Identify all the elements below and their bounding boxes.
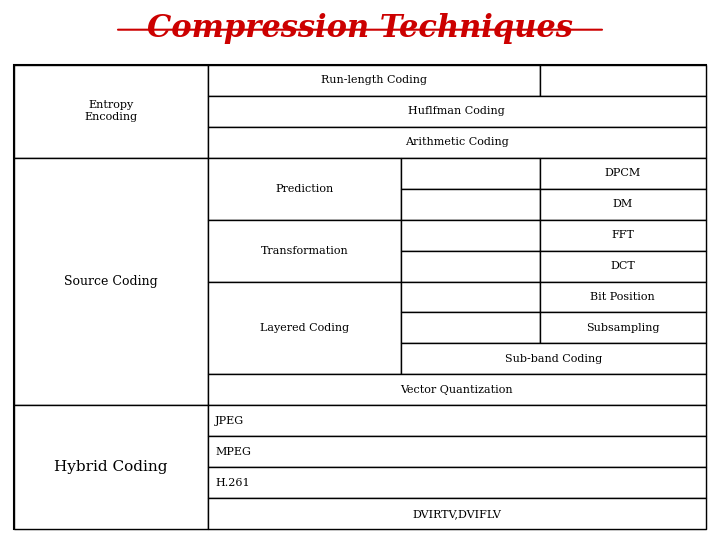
Bar xyxy=(540,65,706,96)
Text: Bit Position: Bit Position xyxy=(590,292,655,302)
Bar xyxy=(540,251,706,281)
Text: Sub-band Coding: Sub-band Coding xyxy=(505,354,602,364)
Text: MPEG: MPEG xyxy=(215,447,251,457)
Text: Arithmetic Coding: Arithmetic Coding xyxy=(405,137,508,147)
Bar xyxy=(208,436,706,467)
Bar xyxy=(540,188,706,220)
Text: H.261: H.261 xyxy=(215,478,250,488)
Bar xyxy=(540,281,706,313)
Bar xyxy=(208,65,540,96)
Text: Prediction: Prediction xyxy=(276,184,334,194)
Text: Subsampling: Subsampling xyxy=(586,323,660,333)
Bar xyxy=(540,158,706,188)
Text: Huflfman Coding: Huflfman Coding xyxy=(408,106,505,116)
Bar xyxy=(208,96,706,127)
Bar xyxy=(402,188,540,220)
Bar xyxy=(540,220,706,251)
Bar xyxy=(14,406,208,529)
Text: Entropy
Encoding: Entropy Encoding xyxy=(85,100,138,122)
Text: DCT: DCT xyxy=(611,261,635,271)
Bar xyxy=(208,374,706,406)
Text: JPEG: JPEG xyxy=(215,416,244,426)
Bar xyxy=(540,313,706,343)
Bar xyxy=(208,158,402,220)
Bar xyxy=(208,498,706,529)
Text: Vector Quantization: Vector Quantization xyxy=(400,385,513,395)
Bar xyxy=(208,281,402,374)
Text: DM: DM xyxy=(613,199,633,209)
Bar xyxy=(402,220,540,251)
Text: Hybrid Coding: Hybrid Coding xyxy=(55,460,168,474)
Bar xyxy=(208,406,706,436)
Text: Run-length Coding: Run-length Coding xyxy=(321,75,427,85)
Bar xyxy=(208,467,706,498)
Text: Transformation: Transformation xyxy=(261,246,348,255)
Bar xyxy=(14,158,208,406)
Bar xyxy=(402,281,540,313)
Text: Layered Coding: Layered Coding xyxy=(260,323,349,333)
Bar xyxy=(402,251,540,281)
Bar xyxy=(208,220,402,281)
Text: Source Coding: Source Coding xyxy=(64,275,158,288)
Text: DVIRTV,DVIFLV: DVIRTV,DVIFLV xyxy=(413,509,501,519)
Bar xyxy=(402,313,540,343)
Text: FFT: FFT xyxy=(611,230,634,240)
Text: Compression Techniques: Compression Techniques xyxy=(147,14,573,44)
Bar xyxy=(14,65,706,529)
Bar xyxy=(14,65,208,158)
Text: DPCM: DPCM xyxy=(605,168,641,178)
Bar xyxy=(402,343,706,374)
Bar xyxy=(402,158,540,188)
Bar xyxy=(208,127,706,158)
